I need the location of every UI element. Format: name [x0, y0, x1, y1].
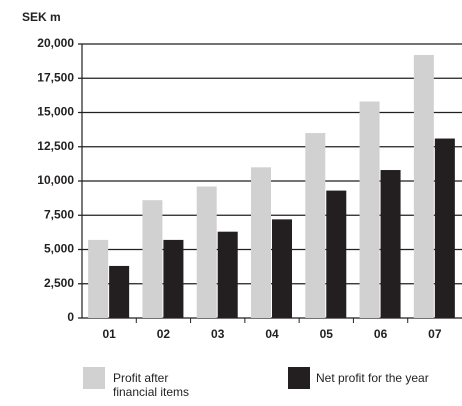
x-tick-label: 01: [102, 327, 116, 341]
bar: [88, 239, 109, 318]
x-tick-label: 06: [374, 327, 388, 341]
y-tick-label: 10,000: [37, 173, 74, 187]
bar: [163, 239, 184, 318]
legend-swatch: [288, 367, 310, 389]
y-tick-label: 7,500: [44, 207, 74, 221]
bar: [251, 167, 271, 318]
y-tick-label: 15,000: [37, 105, 74, 119]
bar: [326, 190, 347, 318]
bar: [217, 231, 238, 318]
legend-label: Profit after financial items: [113, 371, 190, 399]
bar: [380, 170, 401, 318]
y-axis-label: SEK m: [22, 10, 61, 24]
y-tick-label: 2,500: [44, 276, 74, 290]
y-tick-label: 12,500: [37, 139, 74, 153]
y-tick-label: 0: [67, 310, 74, 324]
bar: [434, 138, 455, 318]
legend-swatch: [83, 367, 105, 389]
bar: [305, 133, 326, 318]
bar: [109, 265, 130, 318]
bar: [272, 219, 292, 318]
x-tick-label: 05: [320, 327, 334, 341]
bar: [359, 101, 380, 318]
y-tick-label: 5,000: [44, 242, 74, 256]
x-tick-label: 07: [428, 327, 442, 341]
x-tick-label: 03: [211, 327, 225, 341]
x-tick-label: 04: [265, 327, 279, 341]
bar: [413, 54, 434, 319]
y-tick-label: 17,500: [37, 70, 74, 84]
y-tick-label: 20,000: [37, 36, 74, 50]
x-tick-label: 02: [157, 327, 171, 341]
bar: [142, 200, 163, 318]
bar: [196, 186, 217, 318]
legend-label: Net profit for the year: [316, 371, 429, 385]
